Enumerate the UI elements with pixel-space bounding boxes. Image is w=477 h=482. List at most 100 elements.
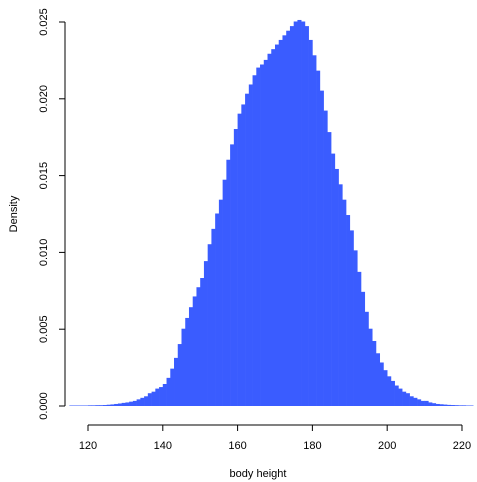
bar [207, 244, 212, 406]
bar [372, 340, 377, 406]
bar [461, 405, 467, 406]
bar [226, 159, 231, 406]
bar [267, 53, 272, 406]
bar [252, 75, 257, 406]
bar [69, 405, 74, 406]
bar [331, 153, 336, 406]
bar [237, 113, 242, 406]
bar [293, 21, 298, 406]
x-tick-label: 140 [154, 440, 172, 452]
bar [256, 67, 261, 406]
bar [274, 44, 280, 406]
bar [469, 405, 474, 406]
bar [185, 317, 190, 406]
bar [409, 396, 414, 406]
bar [338, 184, 343, 406]
y-tick-label: 0.025 [38, 8, 50, 36]
bar [117, 403, 122, 406]
bar [80, 405, 85, 406]
bar [181, 328, 186, 406]
bar [218, 199, 223, 406]
bar [192, 296, 197, 406]
bar [334, 168, 339, 406]
bar [102, 405, 107, 406]
x-tick-label: 160 [228, 440, 246, 452]
bar [387, 376, 392, 406]
bar [375, 353, 381, 406]
bar [245, 93, 250, 406]
bar [76, 405, 81, 406]
bar [312, 55, 317, 407]
bar [357, 271, 362, 406]
x-axis-label: body height [230, 468, 287, 480]
bar [394, 385, 399, 406]
bar [200, 278, 205, 406]
bar [327, 132, 332, 407]
bar [147, 393, 152, 406]
bar [271, 49, 276, 406]
x-tick-label: 120 [79, 440, 97, 452]
bar [379, 362, 384, 406]
bar [286, 30, 291, 406]
bar [144, 396, 149, 406]
bar [121, 402, 126, 406]
bar [230, 144, 235, 406]
bar [435, 403, 440, 406]
bar [260, 64, 265, 407]
bar [282, 35, 287, 406]
bar [278, 39, 283, 406]
bar [323, 110, 328, 406]
bar [413, 397, 418, 406]
bar [383, 370, 388, 406]
bar [319, 90, 324, 407]
bar [447, 404, 452, 406]
bar [233, 129, 238, 406]
bar [424, 400, 429, 406]
bar [428, 402, 433, 406]
bar [95, 405, 100, 406]
bar [215, 213, 220, 406]
bar [125, 402, 130, 406]
bar [248, 84, 253, 406]
bar [443, 404, 448, 406]
bar [222, 179, 227, 406]
bar [450, 405, 455, 406]
bar [177, 344, 182, 406]
bar [353, 250, 358, 406]
bar [342, 199, 347, 406]
bar [106, 404, 111, 406]
bar [129, 401, 134, 406]
y-tick-label: 0.015 [38, 162, 50, 190]
bar [308, 39, 313, 406]
bar [136, 399, 141, 406]
bar [361, 291, 366, 406]
bar [155, 388, 160, 406]
bar [140, 397, 145, 406]
y-tick-label: 0.005 [38, 315, 50, 343]
bar [289, 26, 294, 406]
y-tick-label: 0.000 [38, 392, 50, 420]
bar [316, 70, 321, 406]
x-tick-label: 180 [303, 440, 321, 452]
bar [405, 393, 410, 406]
bar [73, 405, 78, 406]
bar [297, 19, 302, 407]
bar [390, 380, 395, 406]
bar [196, 287, 201, 406]
bar [87, 405, 93, 406]
bar [114, 403, 119, 406]
bar [432, 403, 437, 406]
bar [166, 377, 171, 406]
bar [211, 228, 216, 406]
bar [159, 387, 164, 406]
bar [91, 405, 96, 406]
bar [439, 404, 444, 406]
y-axis-label: Density [8, 195, 20, 232]
bar [151, 391, 156, 406]
bar [301, 21, 306, 406]
bar [188, 307, 194, 406]
bar [417, 399, 422, 406]
bar [162, 383, 167, 406]
bar [110, 404, 115, 406]
